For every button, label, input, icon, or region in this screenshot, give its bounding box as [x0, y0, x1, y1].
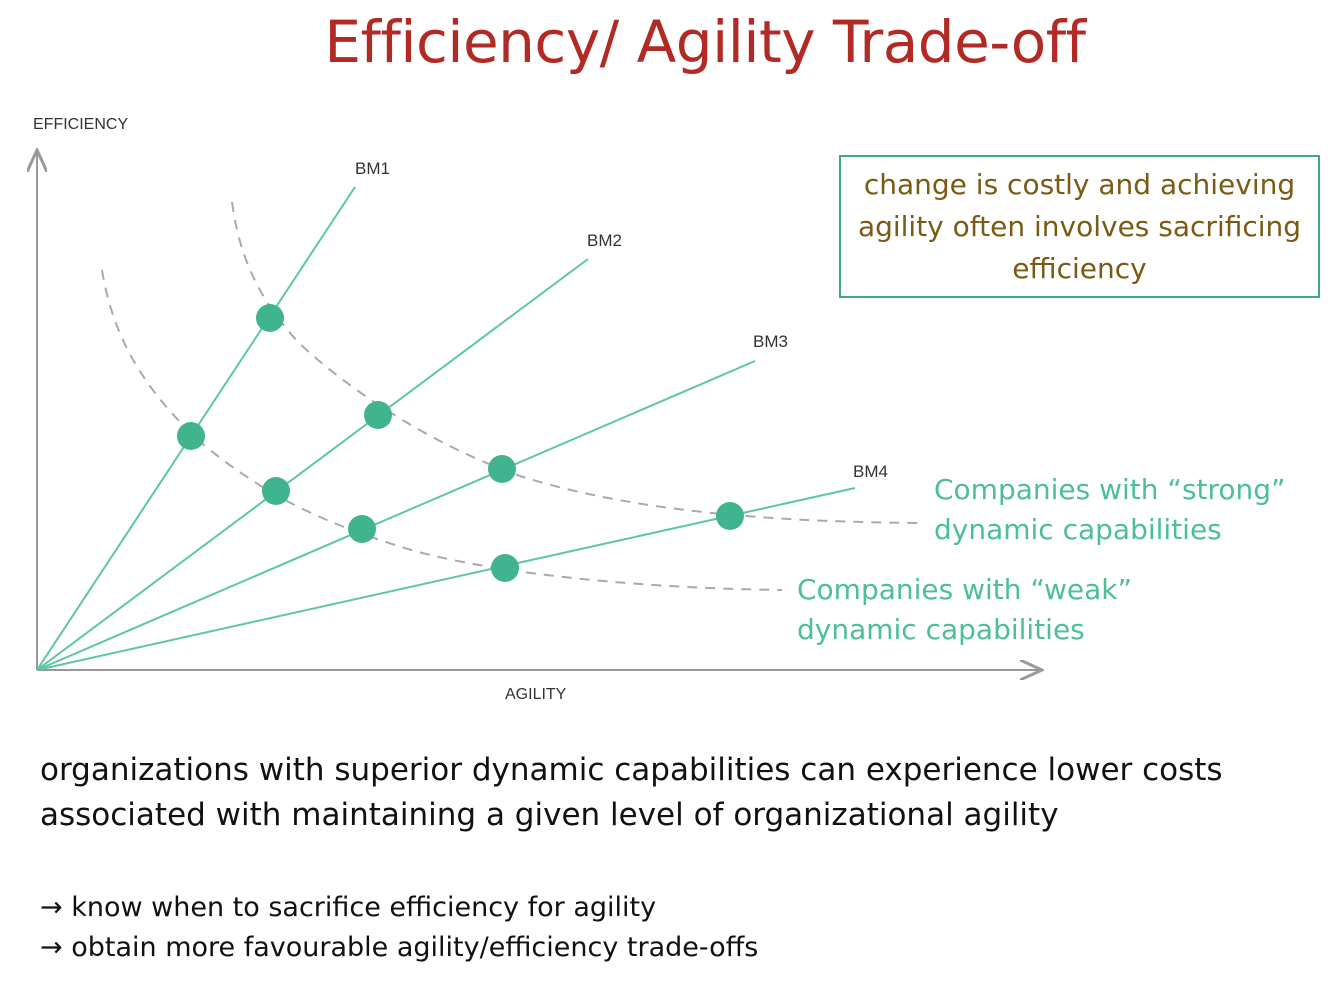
- intersection-dot-weak-bm4: [491, 554, 519, 582]
- strong-capabilities-curve: [231, 201, 926, 524]
- y-axis-label: EFFICIENCY: [33, 116, 128, 133]
- bullet-list: → know when to sacrifice efficiency for …: [40, 888, 758, 968]
- intersection-dot-weak-bm3: [348, 515, 376, 543]
- intersection-dot-strong-bm3: [488, 455, 516, 483]
- intersection-dot-strong-bm2: [364, 401, 392, 429]
- bullet-item: → obtain more favourable agility/efficie…: [40, 932, 759, 963]
- note-text: change is costly and achieving agility o…: [857, 167, 1302, 285]
- weak-capabilities-curve: [101, 269, 783, 591]
- x-axis-label: AGILITY: [505, 686, 567, 703]
- slide-title: Efficiency/ Agility Trade-off: [324, 8, 1086, 76]
- intersection-dot-weak-bm1: [177, 422, 205, 450]
- intersection-dot-strong-bm4: [716, 502, 744, 530]
- bullet-item: → know when to sacrifice efficiency for …: [40, 892, 657, 923]
- intersection-dot-weak-bm2: [262, 477, 290, 505]
- bm4-label: BM4: [853, 462, 888, 481]
- bm2-label: BM2: [587, 231, 622, 250]
- bm3-label: BM3: [753, 332, 788, 351]
- body-text: organizations with superior dynamic capa…: [40, 752, 1223, 833]
- weak-capabilities-label: Companies with “weak” dynamic capabiliti…: [797, 573, 1132, 646]
- intersection-dot-strong-bm1: [256, 304, 284, 332]
- bm2-line: [36, 258, 589, 671]
- strong-capabilities-label: Companies with “strong” dynamic capabili…: [934, 473, 1286, 546]
- note-box: change is costly and achieving agility o…: [839, 155, 1320, 298]
- bm1-label: BM1: [355, 159, 390, 178]
- bm3-line: [36, 360, 756, 671]
